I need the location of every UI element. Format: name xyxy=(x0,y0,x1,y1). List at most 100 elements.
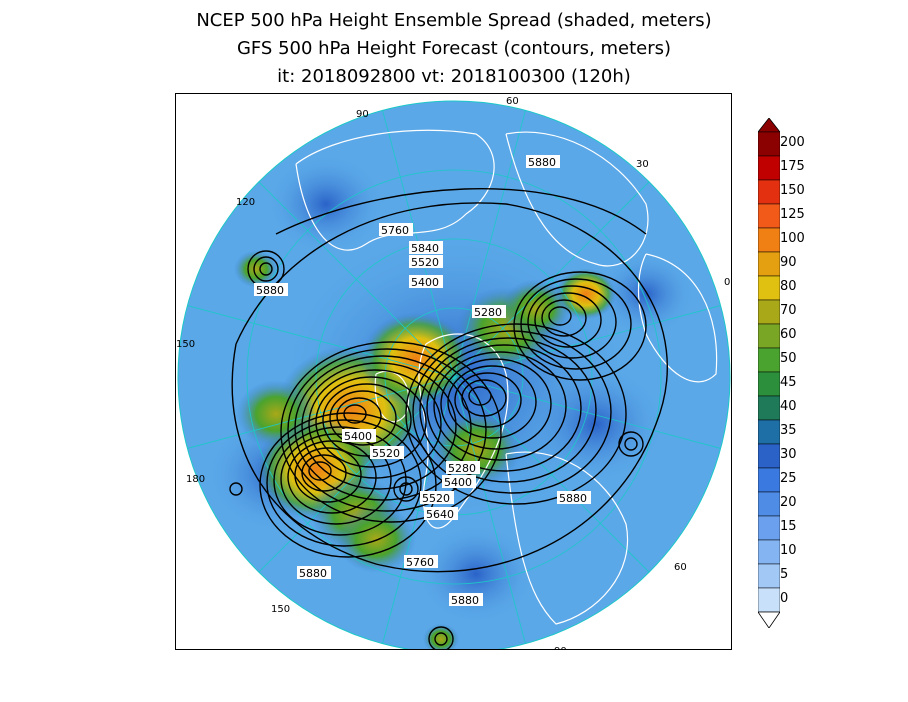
colorbar-level-label: 150 xyxy=(780,183,805,198)
longitude-label: 180 xyxy=(186,474,205,485)
colorbar-level-label: 70 xyxy=(780,303,797,318)
polar-map-frame: 6030030609012015018015012090 58805760584… xyxy=(175,93,732,650)
colorbar-level-label: 60 xyxy=(780,327,797,342)
longitude-label: 60 xyxy=(506,96,519,107)
height-contour xyxy=(287,348,487,512)
contour-label: 5520 xyxy=(411,256,439,269)
height-contour xyxy=(308,461,332,481)
meridian-line xyxy=(453,376,526,644)
longitude-label: 0 xyxy=(724,277,730,288)
colorbar-segment xyxy=(758,515,780,541)
colorbar-segment xyxy=(758,347,780,373)
spread-blob xyxy=(416,523,536,625)
contour-label: 5880 xyxy=(559,492,587,505)
contour-label: 5280 xyxy=(474,306,502,319)
chart-title-line1: NCEP 500 hPa Height Ensemble Spread (sha… xyxy=(196,10,712,31)
contour-label-bg xyxy=(449,593,483,606)
contour-label: 5880 xyxy=(299,567,327,580)
height-contour xyxy=(548,306,572,326)
height-contour xyxy=(287,440,377,514)
colorbar-level-label: 80 xyxy=(780,279,797,294)
colorbar-level-label: 35 xyxy=(780,423,797,438)
height-contour xyxy=(434,632,448,646)
map-boundary-circle xyxy=(177,100,731,649)
colorbar-segment xyxy=(758,395,780,421)
longitude-label: 90 xyxy=(356,109,369,120)
height-contour xyxy=(428,626,454,649)
meridian-line xyxy=(453,376,650,573)
height-contour xyxy=(273,426,407,536)
colorbar-top-arrow xyxy=(758,118,780,133)
colorbar-level-label: 25 xyxy=(780,471,797,486)
colorbar-level-label: 15 xyxy=(780,519,797,534)
longitude-label: 150 xyxy=(271,604,290,615)
spread-blob xyxy=(596,251,696,337)
contour-label: 5400 xyxy=(444,476,472,489)
colorbar-level-label: 20 xyxy=(780,495,797,510)
chart-title-line3: it: 2018092800 vt: 2018100300 (120h) xyxy=(277,66,631,87)
spread-blob xyxy=(501,279,571,339)
height-contour xyxy=(426,344,582,472)
chart-title-line2: GFS 500 hPa Height Forecast (contours, m… xyxy=(236,38,672,59)
height-contour xyxy=(624,437,638,451)
colorbar-level-label: 50 xyxy=(780,351,797,366)
colorbar-segment xyxy=(758,251,780,277)
height-contour xyxy=(294,447,362,503)
colorbar-segment xyxy=(758,275,780,301)
colorbar-segment xyxy=(758,203,780,229)
height-contour xyxy=(399,482,413,496)
spread-blob xyxy=(266,153,386,255)
height-contour xyxy=(520,278,632,370)
contour-label: 5880 xyxy=(451,594,479,607)
height-contour xyxy=(405,323,627,505)
contour-label-bg xyxy=(379,223,413,236)
height-contour xyxy=(259,262,273,276)
contour-label: 5760 xyxy=(406,556,434,569)
spread-blob xyxy=(556,268,616,320)
colorbar-level-label: 5 xyxy=(780,567,789,582)
colorbar-level-label: 0 xyxy=(780,591,789,606)
contour-label: 5280 xyxy=(448,462,476,475)
colorbar-level-label: 40 xyxy=(780,399,797,414)
height-contour xyxy=(534,292,602,348)
meridian-line xyxy=(187,305,455,378)
contour-label: 5840 xyxy=(411,242,439,255)
height-contour xyxy=(275,188,647,235)
meridian-line xyxy=(258,181,455,378)
colorbar-level-label: 200 xyxy=(780,135,805,150)
colorbar-segment xyxy=(758,371,780,397)
contour-label: 5520 xyxy=(372,447,400,460)
meridian-line xyxy=(453,376,721,449)
height-contour xyxy=(527,285,617,359)
height-contour xyxy=(419,337,597,483)
longitude-label: 150 xyxy=(176,339,195,350)
height-contour xyxy=(301,362,457,490)
height-contour xyxy=(259,412,437,558)
colorbar-segment xyxy=(758,155,780,181)
colorbar-segment xyxy=(758,419,780,445)
colorbar-level-label: 175 xyxy=(780,159,805,174)
contour-label: 5400 xyxy=(344,430,372,443)
longitude-labels: 6030030609012015018015012090 xyxy=(176,96,730,649)
height-contour xyxy=(253,256,279,282)
contour-label: 5400 xyxy=(411,276,439,289)
height-contour xyxy=(412,330,612,494)
latitude-circle xyxy=(246,169,662,585)
height-contour xyxy=(393,476,419,502)
height-contour xyxy=(280,341,502,523)
colorbar-segment xyxy=(758,227,780,253)
longitude-label: 60 xyxy=(674,562,687,573)
height-contour xyxy=(541,299,587,337)
contour-label-bg xyxy=(409,241,443,254)
colorbar-segment xyxy=(758,179,780,205)
spread-blob xyxy=(236,380,316,448)
height-contour xyxy=(513,271,647,381)
height-contour xyxy=(461,379,507,417)
longitude-label: 120 xyxy=(236,197,255,208)
contour-label-bg xyxy=(446,461,480,474)
height-contour xyxy=(454,372,522,428)
coastline xyxy=(295,129,495,251)
colorbar-segment xyxy=(758,563,780,589)
colorbar-segment xyxy=(758,539,780,565)
contour-label-bg xyxy=(409,275,443,288)
